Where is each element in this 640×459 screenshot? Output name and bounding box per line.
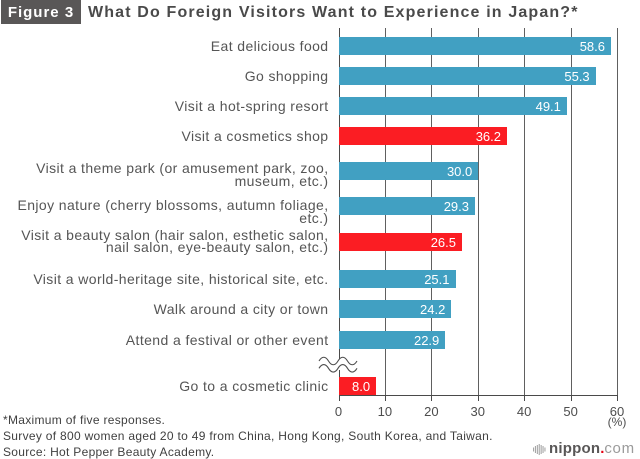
category-label-line: Enjoy nature (cherry blossoms, autumn fo… [17,197,329,214]
logo-dot: . [600,440,605,457]
category-label-8: Walk around a city or town [0,301,329,318]
nippon-com-logo: nippon. com [533,438,635,458]
bar-value-label: 58.6 [579,38,605,54]
category-label-3: Visit a cosmetics shop [0,128,329,145]
axis-tick-60 [617,396,618,401]
category-label-4: Visit a theme park (or amusement park, z… [0,160,329,189]
axis-break-icon [318,356,358,373]
bar-8: 24.2 [339,300,452,318]
bar-value-label: 29.3 [443,198,469,214]
axis-tick-20 [431,396,433,401]
category-label-line: Go to a cosmetic clinic [179,378,329,395]
axis-tick-0 [338,396,340,401]
bar-value-label: 22.9 [413,332,440,348]
figure-number-chip: Figure 3 [1,0,81,24]
x-tick-label-20: 20 [424,403,439,419]
category-label-2: Visit a hot-spring resort [0,98,329,115]
gridline-50 [570,28,572,395]
logo-tld-text: com [604,440,635,457]
category-label-9: Attend a festival or other event [0,332,329,349]
axis-break-wave [318,356,358,366]
bar-value-label: 25.1 [424,271,450,287]
x-axis-unit-label: (%) [607,414,627,429]
bar-value-label: 55.3 [564,68,590,84]
category-label-line: nail salon, eye-beauty salon, etc.) [105,239,329,256]
logo-brand-text: nippon [549,440,601,457]
category-label-0: Eat delicious food [0,38,329,55]
x-tick-label-50: 50 [563,403,578,419]
bar-value-label: 26.5 [430,234,456,250]
bar-value-label: 36.2 [475,128,502,144]
category-label-line: Visit a world-heritage site, historical … [33,271,329,288]
axis-tick-30 [477,396,479,401]
gridline-60 [617,28,618,395]
bar-2: 49.1 [339,97,567,115]
category-label-line: Visit a beauty salon (hair salon, esthet… [21,226,329,243]
category-label-5: Enjoy nature (cherry blossoms, autumn fo… [0,197,329,226]
category-label-line: Eat delicious food [210,38,329,55]
soundwave-bars-icon [533,444,546,455]
gridline-30 [477,28,479,395]
category-label-10: Go to a cosmetic clinic [0,378,329,395]
x-tick-label-10: 10 [377,403,393,419]
bar-value-label: 49.1 [535,98,561,114]
footnote-line: Source: Hot Pepper Beauty Academy. [3,444,215,459]
footnotes: *Maximum of five responses. Survey of 80… [3,413,493,459]
category-label-line: etc.) [299,209,329,226]
figure-number-label: Figure 3 [7,3,75,21]
bar-9: 22.9 [339,331,446,349]
x-tick-label-0: 0 [334,403,343,419]
axis-tick-40 [524,396,526,401]
bar-0: 58.6 [339,37,611,55]
y-axis-line [338,28,340,359]
bar-1: 55.3 [339,67,596,85]
bar-7: 25.1 [339,270,456,288]
category-label-6: Visit a beauty salon (hair salon, esthet… [0,226,329,256]
axis-tick-10 [384,396,386,401]
x-tick-label-60: 60 [609,403,625,419]
bar-5: 29.3 [339,197,475,215]
category-label-line: museum, etc.) [234,172,329,189]
bar-6: 26.5 [339,233,462,251]
category-label-line: Go shopping [244,68,329,85]
bar-value-label: 30.0 [446,163,473,179]
axis-break-wave [318,364,358,373]
soundwave-bars [533,444,546,455]
bar-value-label: 8.0 [352,378,371,394]
category-label-7: Visit a world-heritage site, historical … [0,271,329,288]
bar-10: 8.0 [339,377,377,395]
x-axis-line [338,395,618,396]
category-label-line: Visit a hot-spring resort [174,98,329,115]
bar-value-label: 24.2 [420,301,446,317]
bar-4: 30.0 [339,162,479,180]
category-label-line: Visit a cosmetics shop [181,128,329,145]
category-label-1: Go shopping [0,68,329,85]
category-label-line: Visit a theme park (or amusement park, z… [36,160,329,177]
footnote-line: Survey of 800 women aged 20 to 49 from C… [3,428,493,443]
x-tick-label-40: 40 [516,403,532,419]
category-label-line: Attend a festival or other event [125,332,329,349]
x-tick-label-30: 30 [470,403,485,419]
page-title: What Do Foreign Visitors Want to Experie… [88,3,579,21]
category-label-line: Walk around a city or town [153,301,329,318]
gridline-40 [524,28,526,395]
bar-3: 36.2 [339,127,508,145]
footnote-line: *Maximum of five responses. [3,413,166,427]
axis-tick-50 [570,396,572,401]
